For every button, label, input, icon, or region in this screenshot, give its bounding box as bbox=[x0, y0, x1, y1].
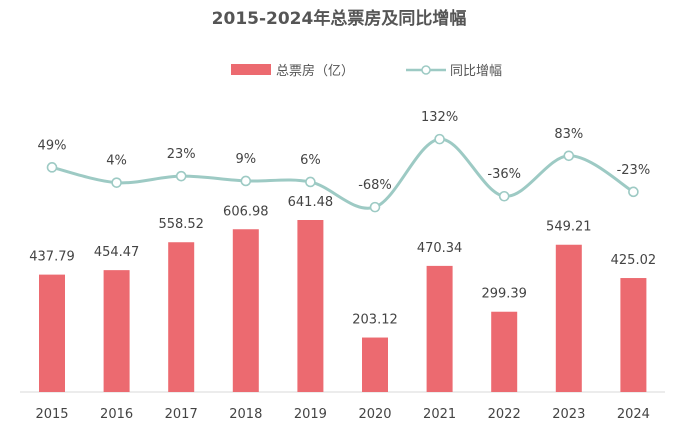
growth-label-2019: 6% bbox=[300, 153, 321, 168]
bar-2020 bbox=[362, 337, 388, 392]
bar-2024 bbox=[620, 278, 647, 392]
x-tick-2017: 2017 bbox=[165, 407, 198, 422]
legend: 总票房（亿） 同比增幅 bbox=[231, 63, 502, 79]
bar-2018 bbox=[232, 229, 259, 392]
legend-bar-label: 总票房（亿） bbox=[276, 63, 354, 79]
bar-label-2017: 558.52 bbox=[158, 217, 204, 232]
growth-point-2023 bbox=[563, 150, 575, 162]
growth-point-2024 bbox=[628, 186, 639, 198]
legend-line-marker bbox=[421, 65, 431, 75]
bar-2021 bbox=[426, 265, 453, 392]
x-tick-2016: 2016 bbox=[100, 407, 133, 422]
bar-label-2018: 606.98 bbox=[223, 204, 269, 219]
bar-label-2024: 425.02 bbox=[611, 253, 657, 268]
bar-label-2016: 454.47 bbox=[94, 245, 140, 260]
bar-label-2020: 203.12 bbox=[352, 313, 398, 328]
legend-bar-swatch bbox=[231, 64, 271, 75]
bar-label-2021: 470.34 bbox=[417, 241, 463, 256]
growth-label-2018: 9% bbox=[235, 152, 256, 167]
x-tick-2024: 2024 bbox=[617, 407, 650, 422]
x-tick-2023: 2023 bbox=[552, 407, 585, 422]
growth-label-2016: 4% bbox=[106, 154, 127, 169]
bar-label-2022: 299.39 bbox=[481, 287, 527, 302]
growth-point-2019 bbox=[305, 176, 316, 188]
x-tick-2019: 2019 bbox=[294, 407, 327, 422]
x-tick-2021: 2021 bbox=[423, 407, 456, 422]
x-tick-2022: 2022 bbox=[488, 407, 521, 422]
growth-point-2020 bbox=[369, 201, 381, 213]
growth-label-2023: 83% bbox=[554, 127, 583, 142]
growth-label-2020: -68% bbox=[358, 178, 392, 193]
bar-2017 bbox=[168, 242, 195, 392]
bar-label-2015: 437.79 bbox=[29, 250, 75, 265]
growth-label-2022: -36% bbox=[487, 167, 521, 182]
growth-point-2018 bbox=[240, 175, 252, 187]
bar-2016 bbox=[103, 270, 130, 392]
bar-label-2023: 549.21 bbox=[546, 220, 592, 235]
growth-point-2016 bbox=[111, 177, 122, 188]
growth-point-2021 bbox=[434, 133, 445, 145]
legend-line-label: 同比增幅 bbox=[450, 64, 502, 79]
growth-label-2021: 132% bbox=[421, 110, 458, 125]
growth-point-2017 bbox=[175, 170, 187, 182]
growth-label-2015: 49% bbox=[38, 138, 67, 153]
bar-2022 bbox=[491, 311, 518, 392]
bar-label-2019: 641.48 bbox=[288, 195, 334, 210]
bar-2023 bbox=[555, 244, 582, 392]
growth-point-2022 bbox=[498, 190, 510, 202]
chart-title: 2015-2024年总票房及同比增幅 bbox=[212, 8, 467, 29]
growth-point-2015 bbox=[46, 162, 58, 173]
growth-line bbox=[51, 137, 635, 210]
bar-2015 bbox=[39, 274, 65, 392]
x-tick-2015: 2015 bbox=[35, 407, 68, 422]
bar-2019 bbox=[297, 220, 324, 392]
growth-label-2024: -23% bbox=[617, 163, 651, 178]
x-tick-2020: 2020 bbox=[358, 407, 391, 422]
growth-label-2017: 23% bbox=[167, 147, 196, 162]
x-tick-2018: 2018 bbox=[229, 407, 262, 422]
